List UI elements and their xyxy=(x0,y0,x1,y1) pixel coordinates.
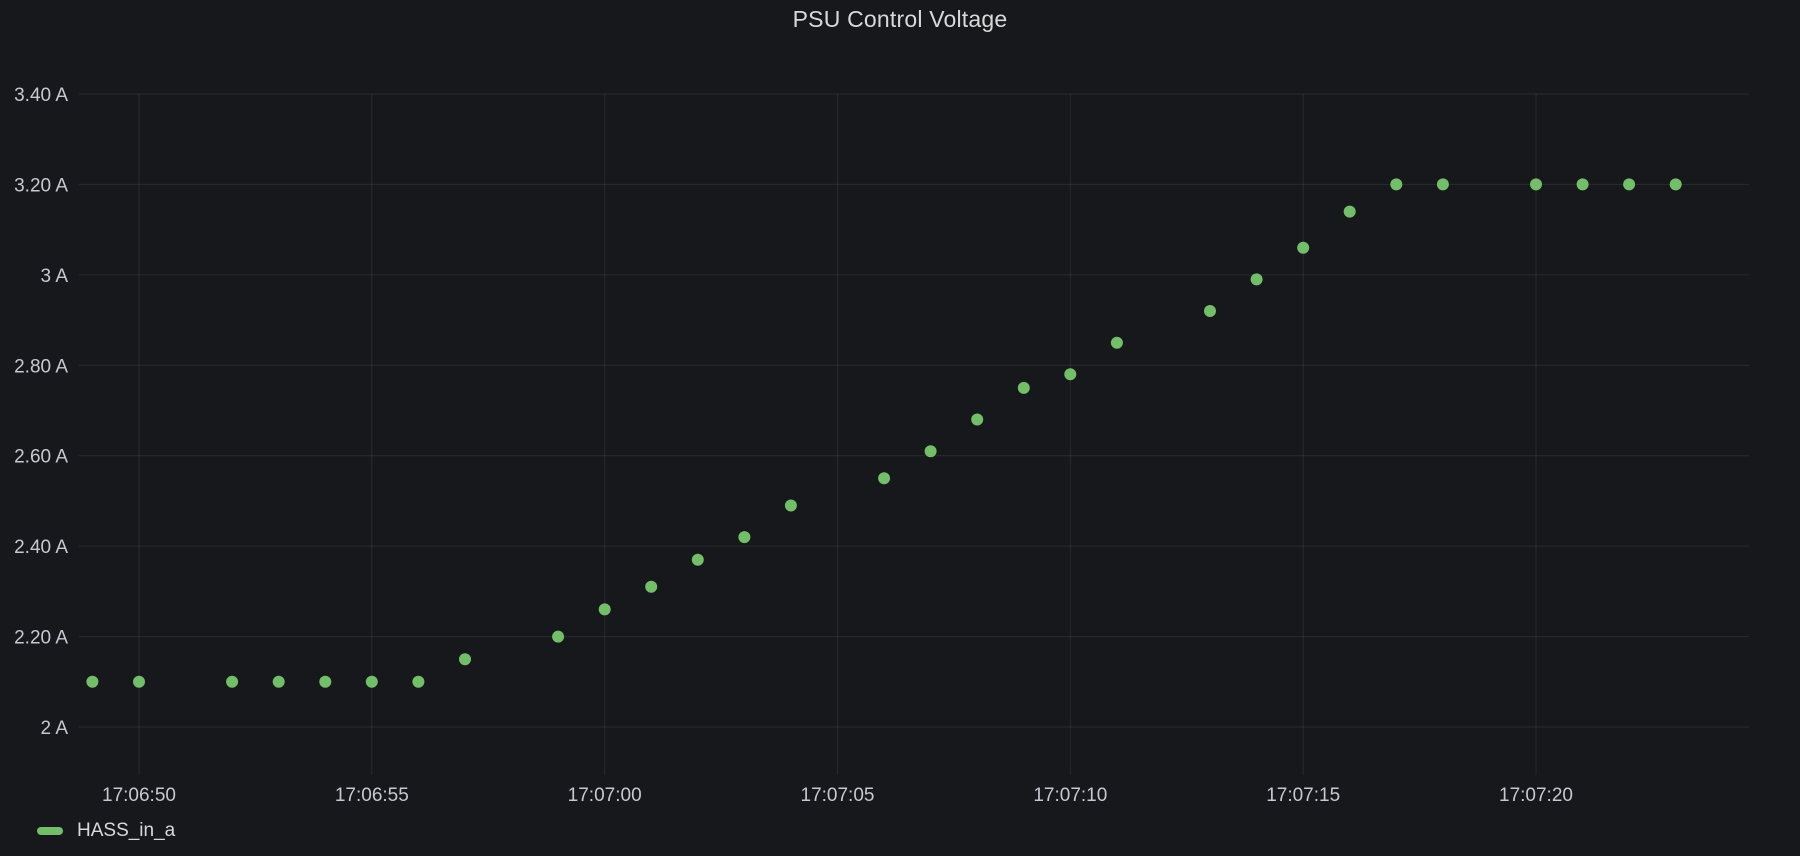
data-point[interactable] xyxy=(272,675,285,688)
data-point[interactable] xyxy=(1343,205,1356,218)
data-point[interactable] xyxy=(365,675,378,688)
data-point[interactable] xyxy=(1623,178,1636,191)
data-point[interactable] xyxy=(1576,178,1589,191)
data-point[interactable] xyxy=(1110,336,1123,349)
x-axis-tick-label: 17:07:15 xyxy=(1266,785,1340,806)
data-point[interactable] xyxy=(1064,368,1077,381)
x-axis-tick-label: 17:06:55 xyxy=(335,785,409,806)
data-point[interactable] xyxy=(412,675,425,688)
data-point[interactable] xyxy=(1204,305,1216,317)
data-point[interactable] xyxy=(319,675,332,688)
data-point[interactable] xyxy=(86,675,99,688)
data-point[interactable] xyxy=(598,603,611,616)
data-point[interactable] xyxy=(1669,178,1682,191)
y-axis-tick-label: 2.20 A xyxy=(14,628,68,649)
x-axis-tick-label: 17:07:20 xyxy=(1499,785,1573,806)
data-point[interactable] xyxy=(133,675,145,688)
data-point[interactable] xyxy=(1297,241,1310,254)
legend-color-swatch xyxy=(37,827,63,835)
data-point[interactable] xyxy=(1250,273,1263,286)
data-point[interactable] xyxy=(645,580,658,593)
data-point[interactable] xyxy=(552,630,565,643)
data-point[interactable] xyxy=(226,675,239,688)
data-point[interactable] xyxy=(878,472,891,485)
data-point[interactable] xyxy=(924,445,937,458)
panel-title: PSU Control Voltage xyxy=(792,6,1008,32)
data-point[interactable] xyxy=(691,553,704,566)
data-point[interactable] xyxy=(971,413,984,426)
data-point[interactable] xyxy=(784,499,797,512)
y-axis-tick-label: 3.40 A xyxy=(14,85,68,106)
x-axis-tick-label: 17:07:05 xyxy=(801,785,875,806)
data-point[interactable] xyxy=(1530,178,1542,191)
y-axis-tick-label: 2.40 A xyxy=(14,537,68,558)
x-axis-tick-label: 17:06:50 xyxy=(102,785,176,806)
x-axis-tick-label: 17:07:10 xyxy=(1033,785,1107,806)
data-point[interactable] xyxy=(1017,381,1030,394)
data-point[interactable] xyxy=(1436,178,1449,191)
x-axis-tick-label: 17:07:00 xyxy=(568,785,642,806)
y-axis-tick-label: 2 A xyxy=(41,718,69,739)
legend: HASS_in_a xyxy=(37,818,175,844)
data-point[interactable] xyxy=(1390,178,1403,191)
y-axis-tick-label: 3.20 A xyxy=(14,175,68,196)
y-axis-tick-label: 2.80 A xyxy=(14,356,68,377)
legend-series-label[interactable]: HASS_in_a xyxy=(77,820,176,841)
data-point[interactable] xyxy=(738,531,751,544)
data-point[interactable] xyxy=(459,653,471,666)
y-axis-tick-label: 3 A xyxy=(41,266,69,287)
y-axis-tick-label: 2.60 A xyxy=(14,447,68,468)
